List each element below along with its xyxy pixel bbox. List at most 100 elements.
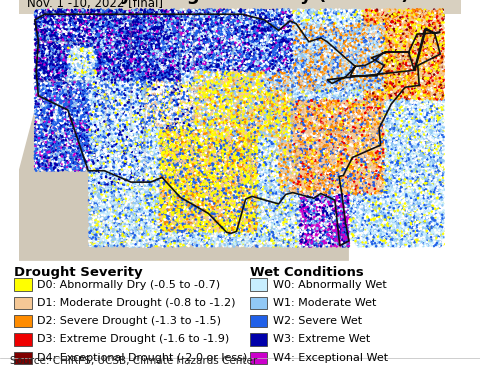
Point bbox=[428, 107, 435, 113]
Point bbox=[66, 123, 74, 129]
Point bbox=[384, 117, 391, 123]
Point bbox=[135, 142, 143, 148]
Point bbox=[157, 147, 165, 153]
Point bbox=[303, 133, 311, 139]
Point bbox=[212, 89, 220, 95]
Point bbox=[291, 145, 299, 151]
Point bbox=[120, 58, 128, 64]
Point bbox=[124, 57, 132, 63]
Point bbox=[221, 172, 229, 178]
Point bbox=[245, 27, 253, 33]
Point bbox=[328, 189, 336, 195]
Point bbox=[299, 197, 307, 203]
Point bbox=[312, 107, 319, 113]
Point bbox=[66, 13, 73, 18]
Point bbox=[281, 184, 289, 190]
Point bbox=[426, 87, 433, 92]
Point bbox=[420, 243, 428, 249]
Point bbox=[124, 78, 132, 84]
Point bbox=[36, 111, 44, 117]
Point bbox=[239, 174, 247, 179]
Point bbox=[267, 144, 275, 150]
Point bbox=[407, 200, 415, 206]
Point bbox=[268, 229, 276, 235]
Point bbox=[156, 141, 164, 147]
Point bbox=[403, 166, 410, 172]
Point bbox=[86, 94, 94, 100]
Point bbox=[320, 43, 328, 49]
Point bbox=[281, 216, 289, 222]
Point bbox=[375, 62, 383, 68]
Point bbox=[401, 70, 408, 75]
Point bbox=[69, 75, 76, 81]
Point bbox=[82, 64, 90, 70]
Point bbox=[129, 117, 137, 123]
Point bbox=[320, 225, 327, 231]
Point bbox=[82, 21, 90, 27]
Point bbox=[212, 92, 220, 98]
Point bbox=[402, 176, 409, 182]
Point bbox=[194, 66, 202, 72]
Point bbox=[363, 120, 371, 126]
Point bbox=[104, 8, 112, 14]
Point bbox=[202, 237, 210, 243]
Point bbox=[293, 27, 301, 33]
Point bbox=[357, 84, 365, 90]
Point bbox=[288, 117, 295, 123]
Point bbox=[285, 128, 293, 134]
Point bbox=[127, 242, 134, 248]
Point bbox=[311, 71, 318, 77]
Point bbox=[215, 148, 223, 154]
Point bbox=[412, 80, 420, 86]
Point bbox=[153, 161, 160, 167]
Point bbox=[151, 125, 158, 131]
Point bbox=[294, 212, 302, 218]
Point bbox=[300, 202, 307, 208]
Point bbox=[310, 130, 318, 135]
Point bbox=[377, 239, 384, 245]
Point bbox=[234, 184, 242, 189]
Point bbox=[133, 219, 141, 225]
Point bbox=[373, 33, 381, 39]
Point bbox=[154, 234, 161, 240]
Point bbox=[318, 10, 326, 16]
Point bbox=[358, 104, 366, 110]
Point bbox=[313, 75, 321, 81]
Point bbox=[287, 14, 294, 20]
Point bbox=[115, 209, 123, 215]
Point bbox=[147, 73, 155, 79]
Point bbox=[210, 221, 217, 226]
Point bbox=[429, 141, 437, 147]
Point bbox=[105, 208, 113, 214]
Point bbox=[401, 70, 408, 76]
Point bbox=[297, 162, 305, 168]
Point bbox=[165, 85, 172, 91]
Point bbox=[260, 209, 267, 215]
Point bbox=[246, 230, 253, 236]
Point bbox=[411, 73, 419, 78]
Point bbox=[258, 233, 265, 239]
Point bbox=[55, 147, 62, 153]
Point bbox=[284, 52, 292, 58]
Point bbox=[312, 137, 319, 143]
Point bbox=[240, 233, 247, 239]
Point bbox=[178, 90, 185, 96]
Point bbox=[203, 14, 211, 20]
Point bbox=[418, 153, 425, 159]
Point bbox=[360, 201, 368, 207]
Point bbox=[233, 98, 241, 104]
Point bbox=[380, 165, 387, 171]
Point bbox=[201, 195, 209, 201]
Point bbox=[255, 11, 263, 17]
Point bbox=[106, 166, 114, 172]
Point bbox=[195, 186, 203, 192]
Point bbox=[280, 97, 288, 103]
Point bbox=[399, 87, 407, 93]
Point bbox=[371, 209, 379, 215]
Point bbox=[303, 117, 311, 122]
Point bbox=[193, 62, 201, 68]
Point bbox=[227, 77, 234, 83]
Point bbox=[390, 139, 398, 145]
Point bbox=[422, 50, 430, 56]
Point bbox=[301, 224, 309, 230]
